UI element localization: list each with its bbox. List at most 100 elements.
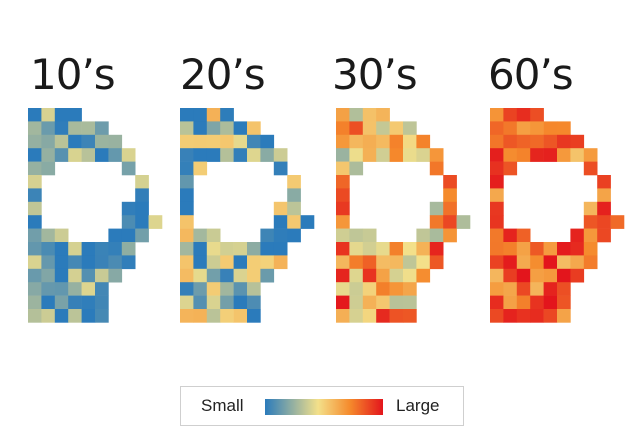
heatmap-cell (583, 201, 598, 216)
heatmap-cell (54, 255, 69, 270)
heatmap-cell (68, 268, 82, 283)
heatmap-cell (206, 268, 221, 283)
heatmap-cell (206, 242, 221, 256)
heatmap-cell (247, 295, 261, 310)
heatmap-cell (28, 268, 42, 283)
heatmap-cell (180, 188, 194, 203)
heatmap-cell (349, 255, 364, 270)
heatmap-panel-60s (490, 108, 625, 323)
heatmap-cell (376, 242, 390, 256)
heatmap-cell (81, 134, 96, 149)
heatmap-cell (135, 175, 149, 189)
heatmap-cell (81, 295, 96, 310)
heatmap-cell (403, 148, 417, 162)
heatmap-cell (41, 295, 56, 310)
heatmap-cell (349, 121, 364, 136)
heatmap-cell (362, 108, 377, 122)
heatmap-cell (503, 161, 518, 176)
heatmap-cell (530, 282, 544, 296)
heatmap-cell (429, 161, 444, 176)
heatmap-cell (108, 255, 123, 270)
heatmap-cell (95, 148, 109, 162)
heatmap-cell (516, 242, 531, 256)
heatmap-cell (530, 309, 544, 323)
legend-gradient-bar (265, 399, 383, 415)
heatmap-cell (336, 161, 350, 176)
color-legend: Small Large (180, 386, 464, 426)
heatmap-cell (95, 242, 109, 256)
heatmap-cell (503, 121, 518, 136)
heatmap-cell (403, 282, 417, 296)
heatmap-cell (570, 134, 585, 149)
heatmap-cell (233, 134, 248, 149)
heatmap-cell (81, 242, 96, 256)
heatmap-cell (490, 228, 504, 243)
heatmap-cell (206, 255, 221, 270)
heatmap-cell (220, 282, 234, 296)
heatmap-cell (180, 161, 194, 176)
heatmap-cell (121, 255, 136, 270)
heatmap-cell (443, 188, 457, 203)
heatmap-cell (516, 282, 531, 296)
heatmap-cell (376, 295, 390, 310)
heatmap-cell (610, 215, 625, 229)
heatmap-cell (220, 121, 234, 136)
heatmap-cell (516, 255, 531, 270)
heatmap-cell (121, 215, 136, 229)
heatmap-cell (516, 309, 531, 323)
heatmap-cell (490, 134, 504, 149)
heatmap-cell (349, 228, 364, 243)
heatmap-cell (557, 242, 571, 256)
heatmap-cell (28, 228, 42, 243)
heatmap-cell (193, 228, 208, 243)
heatmap-cell (570, 242, 585, 256)
heatmap-cell (543, 134, 558, 149)
heatmap-cell (135, 188, 149, 203)
heatmap-cell (336, 255, 350, 270)
heatmap-cell (28, 295, 42, 310)
heatmap-cell (54, 148, 69, 162)
heatmap-panel-10s (28, 108, 163, 323)
heatmap-cell (180, 148, 194, 162)
heatmap-cell (206, 309, 221, 323)
heatmap-cell (260, 228, 275, 243)
heatmap-cell (81, 282, 96, 296)
heatmap-cell (376, 148, 390, 162)
heatmap-cell (247, 309, 261, 323)
heatmap-cell (81, 268, 96, 283)
heatmap-cell (416, 228, 431, 243)
heatmap-cell (349, 134, 364, 149)
heatmap-cell (95, 134, 109, 149)
heatmap-cell (503, 148, 518, 162)
heatmap-cell (193, 108, 208, 122)
heatmap-cell (68, 309, 82, 323)
heatmap-cell (362, 121, 377, 136)
heatmap-cell (362, 309, 377, 323)
heatmap-cell (247, 268, 261, 283)
heatmap-cell (597, 201, 611, 216)
heatmap-cell (220, 309, 234, 323)
heatmap-cell (180, 175, 194, 189)
heatmap-cell (349, 148, 364, 162)
heatmap-cell (273, 228, 288, 243)
heatmap-cell (41, 148, 56, 162)
heatmap-cell (121, 228, 136, 243)
heatmap-cell (362, 148, 377, 162)
heatmap-cell (180, 295, 194, 310)
heatmap-cell (81, 255, 96, 270)
heatmap-cell (490, 255, 504, 270)
heatmap-cell (557, 295, 571, 310)
heatmap-cell (490, 148, 504, 162)
heatmap-cell (206, 228, 221, 243)
heatmap-cell (108, 268, 123, 283)
heatmap-cell (233, 242, 248, 256)
heatmap-cell (570, 255, 585, 270)
heatmap-cell (429, 201, 444, 216)
heatmap-cell (503, 242, 518, 256)
heatmap-cell (28, 161, 42, 176)
heatmap-cell (273, 255, 288, 270)
heatmap-cell (206, 121, 221, 136)
heatmap-cell (597, 228, 611, 243)
